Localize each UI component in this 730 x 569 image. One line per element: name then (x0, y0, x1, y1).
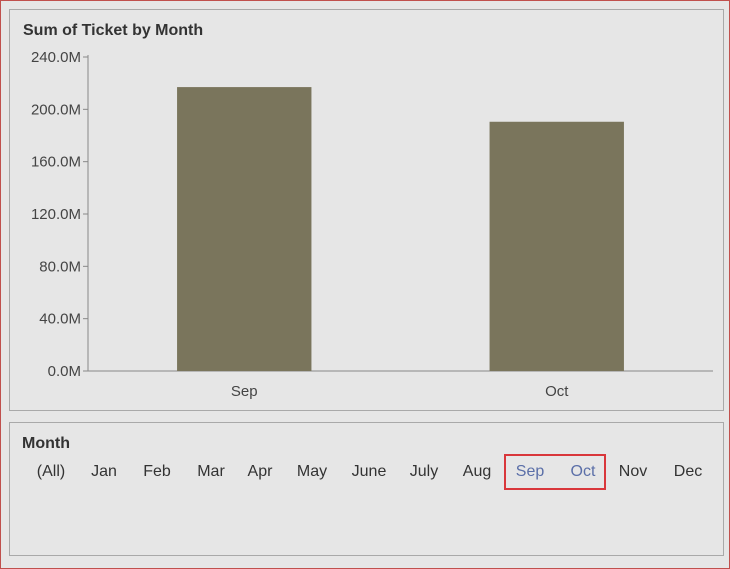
month-filter-item-all[interactable]: (All) (36, 463, 66, 480)
y-tick-label: 200.0M (31, 101, 81, 118)
bar-sep (177, 87, 312, 371)
filter-title: Month (22, 435, 70, 452)
month-filter-item-oct[interactable]: Oct (570, 463, 596, 480)
month-filter-item-apr[interactable]: Apr (247, 463, 273, 480)
x-tick-label: Oct (545, 383, 569, 400)
month-filter-list: (All) Jan Feb Mar Apr May June July Aug Sep Oct Nov… (10, 463, 723, 487)
bar-oct (489, 121, 624, 371)
y-tick-label: 120.0M (31, 206, 81, 223)
month-filter-item-may[interactable]: May (296, 463, 328, 480)
month-filter-item-nov[interactable]: Nov (618, 463, 648, 480)
bar-chart: 0.0M 40.0M 80.0M 120.0M 160.0M 200.0M 240.0M Se… (31, 49, 713, 400)
chart-panel: Sum of Ticket by Month 0.0M 40.0M 80.0M 120… (9, 9, 724, 411)
month-filter-panel: Month (All) Jan Feb Mar Apr May June July Aug Sep… (9, 422, 724, 556)
y-tick-label: 40.0M (39, 311, 81, 328)
x-tick-label: Sep (231, 383, 258, 400)
month-filter-item-jan[interactable]: Jan (91, 463, 117, 480)
chart-title: Sum of Ticket by Month (23, 22, 204, 39)
month-filter-item-aug[interactable]: Aug (462, 463, 492, 480)
month-filter-item-june[interactable]: June (351, 463, 387, 480)
y-tick-label: 160.0M (31, 154, 81, 171)
y-tick-label: 0.0M (48, 363, 81, 380)
month-filter-item-sep[interactable]: Sep (515, 463, 545, 480)
y-tick-label: 240.0M (31, 49, 81, 66)
month-filter-item-dec[interactable]: Dec (673, 463, 703, 480)
month-filter-item-july[interactable]: July (409, 463, 439, 480)
month-filter-item-feb[interactable]: Feb (143, 463, 171, 480)
month-filter-item-mar[interactable]: Mar (197, 463, 225, 480)
selection-highlight-box (504, 454, 606, 490)
y-tick-label: 80.0M (39, 258, 81, 275)
